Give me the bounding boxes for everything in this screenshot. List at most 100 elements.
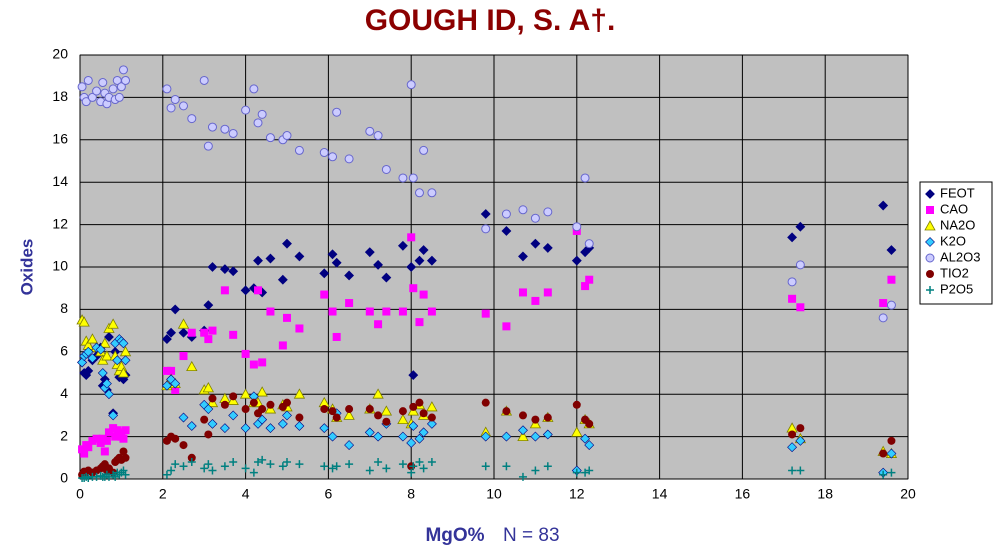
- point: [283, 458, 291, 467]
- y-tick-label: 20: [52, 46, 68, 62]
- point: [99, 337, 111, 348]
- x-tick-label: 18: [817, 486, 833, 502]
- point: [283, 313, 291, 322]
- x-tick-label: 8: [407, 486, 415, 502]
- point: [119, 447, 128, 456]
- point: [170, 378, 181, 389]
- point: [170, 95, 180, 105]
- point: [200, 328, 209, 337]
- point: [414, 433, 425, 444]
- point: [87, 92, 97, 102]
- point: [282, 131, 292, 141]
- point: [373, 131, 383, 141]
- point: [320, 290, 329, 299]
- point: [220, 462, 229, 471]
- point: [530, 431, 541, 442]
- point: [879, 449, 888, 458]
- point: [101, 378, 112, 389]
- point: [502, 462, 511, 471]
- point: [80, 449, 89, 458]
- point: [249, 468, 258, 477]
- point: [229, 458, 238, 467]
- point: [319, 423, 330, 434]
- point: [219, 423, 230, 434]
- point: [572, 468, 581, 477]
- point: [295, 460, 304, 469]
- point: [501, 431, 512, 442]
- point: [257, 109, 267, 119]
- point: [186, 421, 197, 431]
- point: [204, 335, 213, 344]
- point: [481, 309, 490, 318]
- point: [121, 453, 130, 462]
- point: [518, 288, 527, 297]
- point: [345, 405, 354, 414]
- legend-marker: [925, 253, 935, 263]
- point: [327, 249, 338, 260]
- point: [220, 400, 229, 409]
- point: [208, 466, 217, 475]
- point: [101, 350, 113, 361]
- point: [277, 274, 288, 285]
- point: [179, 352, 188, 361]
- point: [374, 320, 383, 329]
- point: [542, 429, 553, 440]
- legend-marker: [926, 206, 934, 214]
- point: [92, 434, 101, 443]
- point: [408, 421, 419, 431]
- point: [166, 103, 176, 113]
- point: [584, 239, 594, 249]
- point: [118, 65, 128, 75]
- point: [187, 114, 197, 124]
- legend-label: AL2O3: [940, 249, 980, 264]
- point: [406, 80, 416, 90]
- y-tick-label: 2: [60, 427, 68, 443]
- point: [572, 400, 581, 409]
- point: [787, 232, 798, 243]
- point: [282, 238, 292, 249]
- point: [373, 259, 384, 270]
- legend-label: K2O: [940, 233, 966, 248]
- point: [382, 417, 391, 426]
- point: [517, 430, 529, 441]
- point: [530, 213, 540, 223]
- point: [571, 255, 582, 266]
- point: [419, 290, 428, 299]
- point: [543, 207, 553, 217]
- point: [344, 154, 354, 164]
- point: [409, 284, 418, 293]
- point: [418, 245, 429, 255]
- point: [542, 242, 553, 253]
- point: [258, 405, 267, 414]
- point: [518, 472, 527, 481]
- point: [241, 349, 250, 358]
- point: [200, 415, 209, 424]
- series: [76, 314, 898, 458]
- point: [406, 262, 417, 272]
- legend-label: FEOT: [940, 185, 975, 200]
- point: [104, 332, 114, 342]
- point: [219, 264, 230, 275]
- point: [83, 75, 93, 85]
- point: [265, 253, 276, 264]
- point: [86, 333, 99, 344]
- point: [887, 275, 896, 284]
- point: [166, 327, 177, 338]
- point: [530, 238, 541, 249]
- point: [502, 322, 511, 331]
- point: [887, 436, 896, 445]
- y-tick-label: 10: [52, 258, 68, 274]
- point: [294, 421, 305, 431]
- point: [580, 433, 591, 444]
- point: [531, 296, 540, 305]
- point: [208, 326, 217, 335]
- point: [258, 455, 267, 464]
- point: [364, 247, 375, 258]
- point: [112, 355, 123, 366]
- point: [266, 307, 275, 316]
- point: [282, 410, 292, 421]
- legend-label: CAO: [940, 201, 968, 216]
- point: [531, 415, 540, 424]
- point: [81, 97, 91, 107]
- legend-marker: [926, 286, 934, 294]
